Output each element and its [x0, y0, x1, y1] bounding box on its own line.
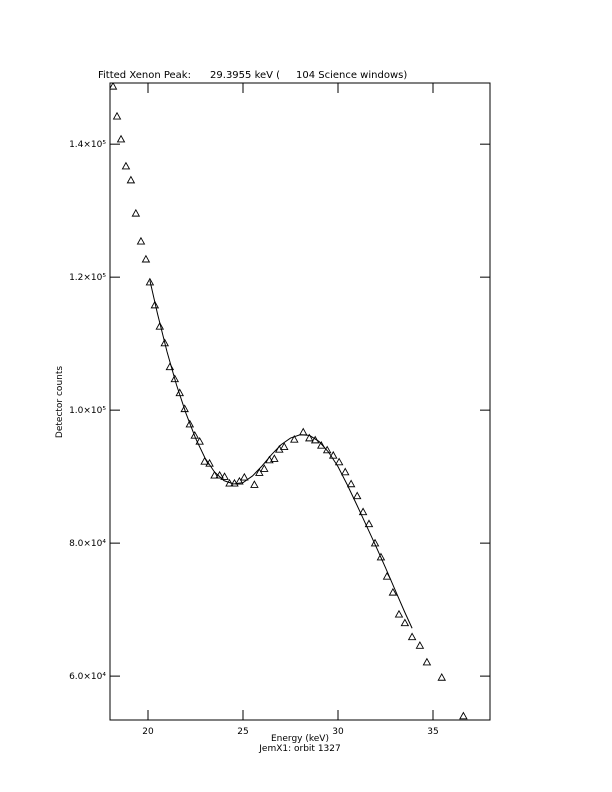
- data-point: [279, 442, 289, 450]
- data-point: [160, 338, 169, 347]
- y-tick-label: 8.0×10⁴: [69, 539, 106, 549]
- data-point: [328, 450, 338, 459]
- data-point: [136, 236, 146, 245]
- x-tick-label: 35: [427, 727, 438, 737]
- data-point: [290, 434, 299, 443]
- data-point: [110, 83, 118, 90]
- data-point: [270, 454, 279, 462]
- chart-title: Fitted Xenon Peak: 29.3955 keV ( 104 Sci…: [98, 70, 407, 81]
- data-point: [190, 430, 200, 439]
- data-point: [155, 321, 165, 330]
- data-point: [116, 134, 126, 143]
- data-point: [235, 476, 244, 485]
- data-point: [305, 433, 314, 442]
- data-point: [415, 641, 425, 649]
- x-axis-label: Energy (keV): [271, 734, 329, 744]
- data-point: [437, 673, 447, 681]
- data-point: [400, 618, 410, 627]
- data-point: [388, 587, 398, 596]
- data-point: [121, 161, 131, 170]
- data-point: [131, 208, 141, 217]
- data-point: [145, 277, 155, 286]
- data-point: [370, 538, 380, 547]
- data-point: [364, 519, 374, 528]
- data-point: [255, 468, 264, 476]
- data-point: [322, 445, 332, 454]
- y-axis-label: Detector counts: [55, 366, 65, 438]
- y-tick-label: 1.4×10⁵: [69, 140, 106, 150]
- data-point: [407, 632, 417, 641]
- data-point: [180, 404, 189, 413]
- y-tick-label: 6.0×10⁴: [69, 672, 106, 682]
- data-point: [185, 419, 195, 428]
- data-point: [346, 479, 356, 488]
- subtitle: JemX1: orbit 1327: [258, 744, 340, 754]
- data-point: [170, 374, 180, 383]
- y-tick-label: 1.2×10⁵: [69, 273, 106, 283]
- data-point: [352, 491, 362, 500]
- data-point: [250, 480, 259, 488]
- fit-line: [149, 280, 413, 629]
- data-point: [340, 467, 350, 476]
- data-point: [459, 711, 468, 720]
- data-point: [260, 464, 269, 472]
- data-point: [394, 609, 404, 618]
- data-point: [422, 657, 432, 666]
- data-point: [240, 472, 249, 481]
- data-point: [210, 470, 219, 479]
- x-tick-label: 20: [142, 727, 154, 737]
- plot-frame: [109, 82, 491, 721]
- plot-area: [110, 83, 468, 720]
- x-tick-label: 30: [332, 727, 344, 737]
- data-point: [317, 440, 326, 449]
- data-point: [220, 472, 229, 480]
- data-point: [112, 111, 122, 120]
- data-point: [358, 507, 368, 516]
- x-tick-label: 25: [237, 727, 248, 737]
- data-point: [141, 254, 151, 263]
- data-point: [376, 552, 386, 561]
- data-point: [150, 300, 160, 309]
- y-tick-label: 1.0×10⁵: [69, 406, 106, 416]
- data-point: [334, 457, 344, 466]
- data-point: [298, 427, 308, 436]
- data-point: [200, 456, 209, 465]
- data-point: [195, 436, 204, 445]
- data-point: [126, 175, 136, 184]
